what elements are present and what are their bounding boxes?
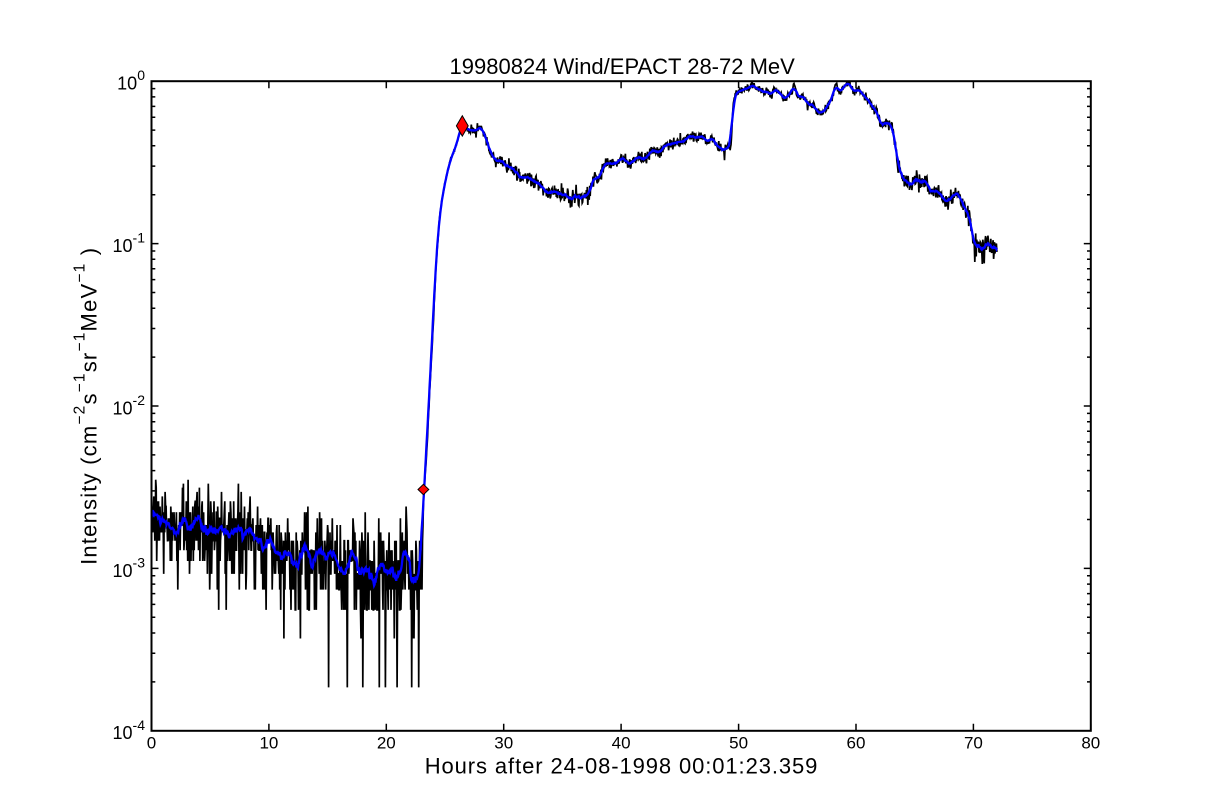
svg-text:40: 40	[612, 734, 631, 753]
svg-text:80: 80	[1081, 734, 1100, 753]
svg-text:50: 50	[729, 734, 748, 753]
svg-text:Intensity (cm−2s−1sr−1MeV−1 ): Intensity (cm−2s−1sr−1MeV−1 )	[72, 247, 102, 565]
svg-text:0: 0	[147, 734, 156, 753]
svg-text:10: 10	[259, 734, 278, 753]
svg-text:Hours after 24-08-1998 00:01:2: Hours after 24-08-1998 00:01:23.359	[425, 754, 819, 779]
svg-text:70: 70	[964, 734, 983, 753]
svg-text:60: 60	[847, 734, 866, 753]
svg-text:20: 20	[377, 734, 396, 753]
svg-text:30: 30	[494, 734, 513, 753]
svg-text:19980824 Wind/EPACT 28-72 MeV: 19980824 Wind/EPACT 28-72 MeV	[450, 54, 796, 79]
